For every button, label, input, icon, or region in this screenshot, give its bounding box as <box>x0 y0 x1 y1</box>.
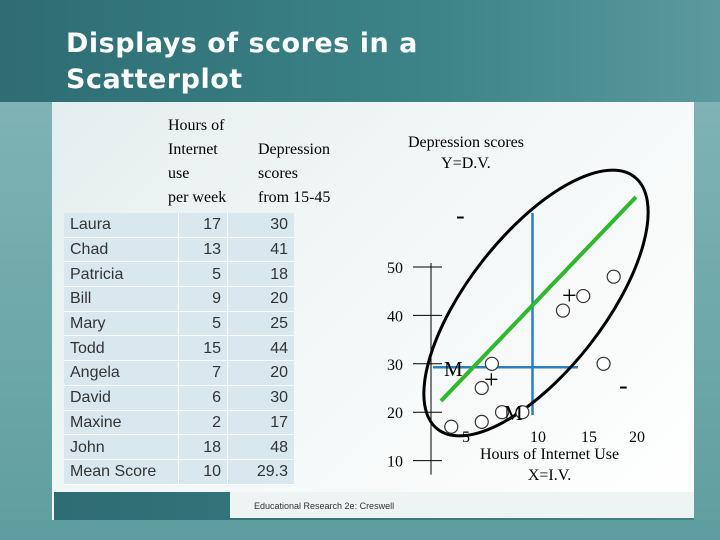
plus-sign: + <box>484 365 499 394</box>
hours-cell: 10 <box>178 459 228 485</box>
data-point <box>515 405 530 420</box>
y-axis-title: Depression scores Y=D.V. <box>408 134 524 172</box>
plus-sign: + <box>562 281 577 310</box>
data-point <box>474 380 489 396</box>
name-cell: Todd <box>64 335 179 362</box>
hours-cell: 15 <box>178 335 228 362</box>
mean-x-label: M <box>504 401 523 425</box>
name-cell: Angela <box>64 360 179 386</box>
x-axis-title: Hours of Internet Use X=I.V. <box>480 446 620 484</box>
x-tick-label: 20 <box>629 429 645 446</box>
right-frame <box>694 102 720 540</box>
slide-title: Displays of scores in a Scatterplot <box>66 28 418 95</box>
table-row: Maxine 2 17 <box>64 410 294 436</box>
data-point <box>596 356 611 371</box>
hours-cell: 7 <box>178 360 228 386</box>
depression-cell: 41 <box>227 237 294 263</box>
table-row: Mean Score 10 29.3 <box>64 459 294 485</box>
hours-column-header: Hours of Internet use per week <box>168 117 227 206</box>
table-row: Todd 15 44 <box>64 335 294 362</box>
data-point <box>494 405 510 420</box>
footer-text: Educational Research 2e: Creswell <box>254 501 395 511</box>
data-point <box>444 419 459 434</box>
hours-cell: 5 <box>178 311 228 337</box>
y-tick-label: 30 <box>387 357 403 374</box>
minus-sign: - <box>619 371 628 400</box>
depression-column-header: Depression scores from 15-45 <box>258 141 331 206</box>
name-cell: Bill <box>64 286 179 312</box>
depression-cell: 30 <box>227 213 294 238</box>
depression-cell: 20 <box>227 286 294 312</box>
table-row: Laura 17 30 <box>64 213 294 238</box>
table-row: Patricia 5 18 <box>64 261 294 288</box>
table-row: Chad 13 41 <box>64 237 294 263</box>
name-cell: Patricia <box>64 261 179 288</box>
hours-cell: 13 <box>178 237 228 263</box>
depression-cell: 48 <box>227 434 294 460</box>
bottom-frame <box>0 520 720 540</box>
table-row: Bill 9 20 <box>64 286 294 312</box>
hours-cell: 5 <box>178 261 228 288</box>
x-tick-label: 15 <box>581 429 597 446</box>
name-cell: Mean Score <box>64 459 179 485</box>
fit-line <box>439 195 638 403</box>
left-frame <box>0 102 52 540</box>
name-cell: David <box>64 385 179 411</box>
title-banner <box>0 0 720 102</box>
y-tick-label: 20 <box>387 405 403 422</box>
footer-panel <box>230 492 694 518</box>
depression-cell: 29.3 <box>227 459 294 485</box>
hours-cell: 17 <box>178 213 228 238</box>
depression-cell: 30 <box>227 385 294 411</box>
table-row: John 18 48 <box>64 434 294 460</box>
data-point <box>484 356 499 371</box>
table-row: Mary 5 25 <box>64 311 294 337</box>
minus-sign: - <box>456 201 465 230</box>
hours-cell: 6 <box>178 385 228 411</box>
hours-cell: 18 <box>178 434 228 460</box>
hours-cell: 9 <box>178 286 228 312</box>
name-cell: Laura <box>64 213 179 238</box>
scores-table: Laura 17 30 Chad 13 41 Patricia 5 18 Bill 9 20 Mary 5… <box>64 213 294 485</box>
y-tick-label: 10 <box>387 454 403 471</box>
y-tick-label: 40 <box>387 308 403 325</box>
table-row: David 6 30 <box>64 385 294 411</box>
data-point <box>555 303 571 318</box>
depression-cell: 20 <box>227 360 294 386</box>
data-ellipse <box>422 168 650 438</box>
x-tick-label: 5 <box>462 429 470 446</box>
name-cell: Maxine <box>64 410 179 436</box>
depression-cell: 25 <box>227 311 294 337</box>
depression-cell: 17 <box>227 410 294 436</box>
name-cell: John <box>64 434 179 460</box>
depression-cell: 18 <box>227 261 294 288</box>
table-row: Angela 7 20 <box>64 360 294 386</box>
hours-cell: 2 <box>178 410 228 436</box>
depression-cell: 44 <box>227 335 294 362</box>
data-point <box>474 414 489 429</box>
name-cell: Chad <box>64 237 179 263</box>
name-cell: Mary <box>64 311 179 337</box>
x-tick-label: 10 <box>530 429 546 446</box>
y-tick-label: 50 <box>387 260 403 277</box>
data-point <box>576 288 591 304</box>
mean-y-label: M <box>444 357 463 381</box>
data-point <box>606 269 621 284</box>
